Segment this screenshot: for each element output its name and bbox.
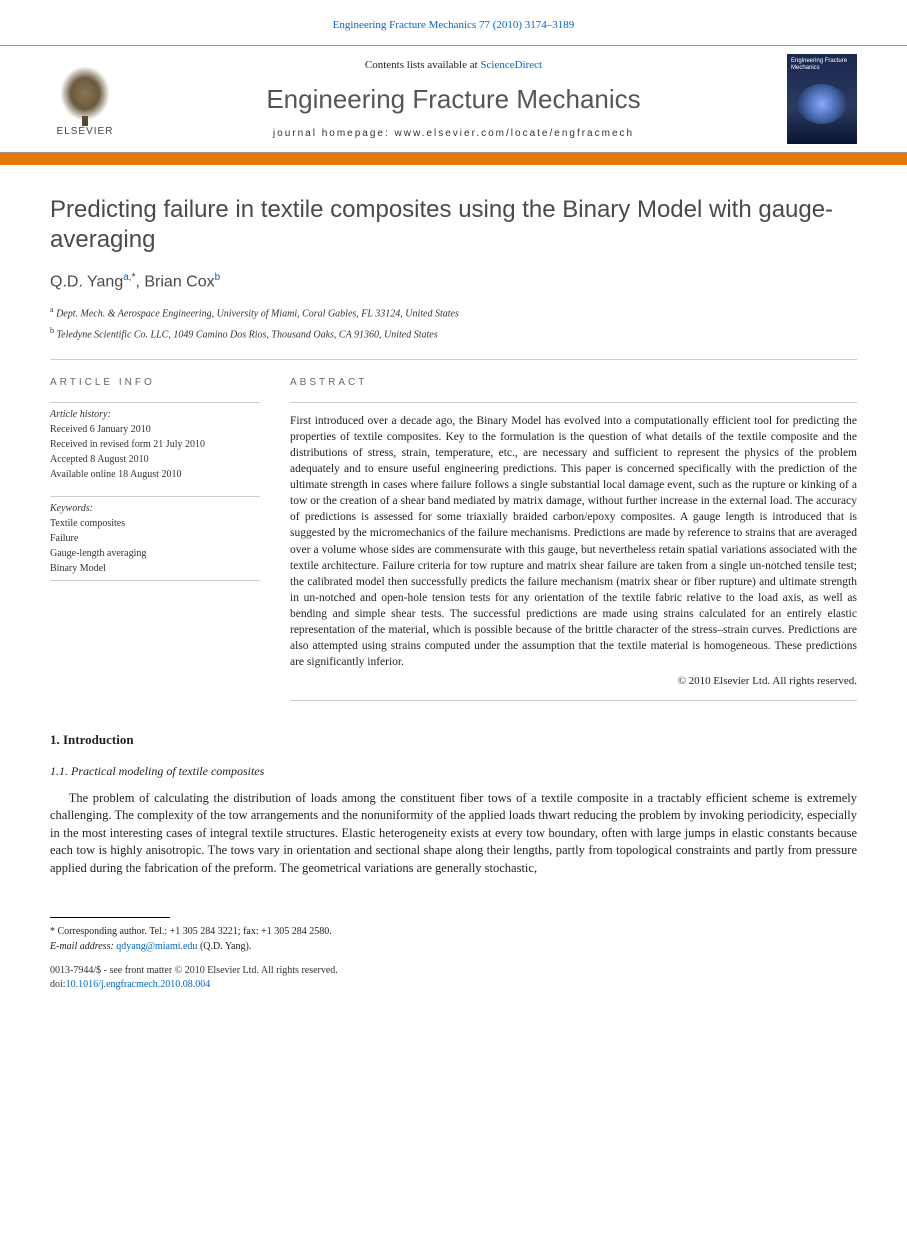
email-line: E-mail address: qdyang@miami.edu (Q.D. Y…	[50, 939, 857, 954]
keyword: Gauge-length averaging	[50, 546, 260, 561]
homepage-line: journal homepage: www.elsevier.com/locat…	[140, 127, 767, 141]
cover-graphic-icon	[797, 84, 847, 124]
sciencedirect-link[interactable]: ScienceDirect	[480, 59, 542, 71]
author-2-affil-sup: b	[215, 272, 221, 283]
history-label: Article history:	[50, 407, 260, 422]
issn-line: 0013-7944/$ - see front matter © 2010 El…	[50, 964, 857, 978]
email-link[interactable]: qdyang@miami.edu	[116, 941, 197, 952]
keyword: Textile composites	[50, 516, 260, 531]
doi-link[interactable]: 10.1016/j.engfracmech.2010.08.004	[66, 979, 211, 990]
publisher-logo: ELSEVIER	[50, 59, 120, 139]
divider	[50, 359, 857, 360]
article-info-heading: ARTICLE INFO	[50, 376, 260, 390]
author-1: Q.D. Yang	[50, 274, 123, 291]
affiliation-b: b Teledyne Scientific Co. LLC, 1049 Cami…	[50, 325, 857, 342]
banner-center: Contents lists available at ScienceDirec…	[140, 58, 767, 142]
history-item: Received in revised form 21 July 2010	[50, 437, 260, 452]
abstract-text: First introduced over a decade ago, the …	[290, 413, 857, 671]
doi-line: doi:10.1016/j.engfracmech.2010.08.004	[50, 978, 857, 992]
article-info-column: ARTICLE INFO Article history: Received 6…	[50, 376, 260, 701]
footnotes: * Corresponding author. Tel.: +1 305 284…	[0, 924, 907, 954]
footer: 0013-7944/$ - see front matter © 2010 El…	[0, 954, 907, 1012]
footnote-rule	[50, 917, 170, 918]
history-item: Accepted 8 August 2010	[50, 452, 260, 467]
abstract-column: ABSTRACT First introduced over a decade …	[290, 376, 857, 701]
affiliation-a: a Dept. Mech. & Aerospace Engineering, U…	[50, 304, 857, 321]
keyword: Failure	[50, 531, 260, 546]
journal-name: Engineering Fracture Mechanics	[140, 81, 767, 117]
keyword: Binary Model	[50, 561, 260, 576]
journal-banner: ELSEVIER Contents lists available at Sci…	[0, 45, 907, 153]
accent-bar	[0, 153, 907, 165]
abstract-heading: ABSTRACT	[290, 376, 857, 390]
keywords-label: Keywords:	[50, 501, 260, 516]
authors-line: Q.D. Yanga,*, Brian Coxb	[50, 271, 857, 294]
article-history-block: Article history: Received 6 January 2010…	[50, 402, 260, 482]
history-item: Received 6 January 2010	[50, 422, 260, 437]
history-item: Available online 18 August 2010	[50, 467, 260, 482]
introduction-section: 1. Introduction 1.1. Practical modeling …	[50, 731, 857, 877]
info-abstract-row: ARTICLE INFO Article history: Received 6…	[50, 376, 857, 701]
keywords-block: Keywords: Textile composites Failure Gau…	[50, 496, 260, 581]
publisher-name: ELSEVIER	[57, 125, 114, 139]
author-1-affil-sup: a,	[123, 272, 131, 283]
contents-line: Contents lists available at ScienceDirec…	[140, 58, 767, 73]
cover-title: Engineering Fracture Mechanics	[791, 58, 853, 71]
subsection-heading-1-1: 1.1. Practical modeling of textile compo…	[50, 763, 857, 780]
citation-link[interactable]: Engineering Fracture Mechanics 77 (2010)…	[333, 19, 575, 31]
abstract-copyright: © 2010 Elsevier Ltd. All rights reserved…	[290, 674, 857, 689]
author-2: Brian Cox	[144, 274, 214, 291]
homepage-url[interactable]: www.elsevier.com/locate/engfracmech	[395, 128, 635, 139]
body-paragraph: The problem of calculating the distribut…	[50, 790, 857, 878]
article-title: Predicting failure in textile composites…	[50, 195, 857, 255]
elsevier-tree-icon	[60, 66, 110, 121]
section-heading-1: 1. Introduction	[50, 731, 857, 749]
header-citation: Engineering Fracture Mechanics 77 (2010)…	[0, 0, 907, 45]
article-content: Predicting failure in textile composites…	[0, 165, 907, 897]
corresponding-author-note: * Corresponding author. Tel.: +1 305 284…	[50, 924, 857, 939]
journal-cover-thumb: Engineering Fracture Mechanics	[787, 54, 857, 144]
